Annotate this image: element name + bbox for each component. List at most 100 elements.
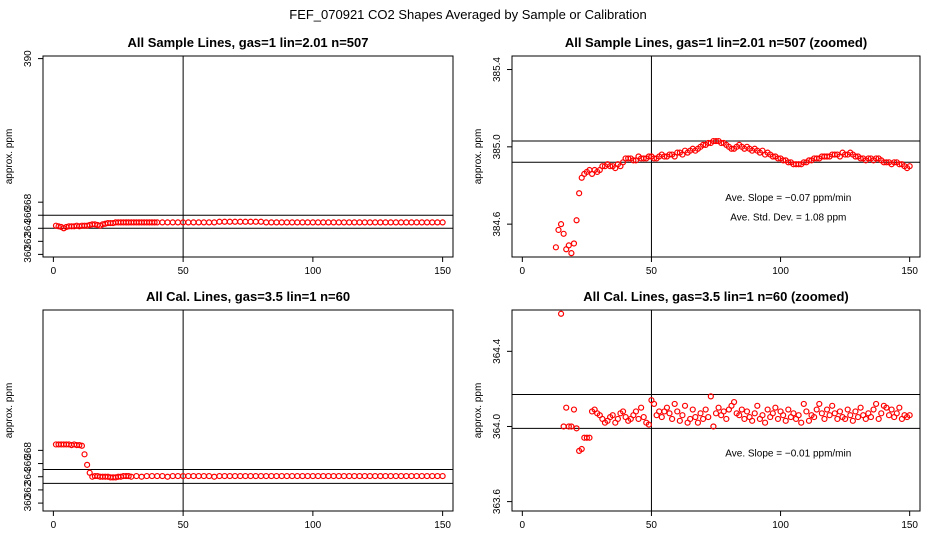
data-point xyxy=(377,472,384,480)
data-point xyxy=(805,157,813,164)
data-point xyxy=(216,218,223,225)
y-tick-label: 364 xyxy=(23,468,34,485)
data-point xyxy=(697,410,704,417)
y-tick-label: 362 xyxy=(23,481,34,498)
data-point xyxy=(650,400,658,408)
data-point xyxy=(883,159,890,166)
data-point xyxy=(418,219,425,226)
data-point xyxy=(645,153,652,160)
data-point xyxy=(687,415,694,423)
data-point xyxy=(263,472,270,480)
data-point xyxy=(143,472,150,480)
data-point xyxy=(625,155,632,162)
data-point xyxy=(816,400,823,408)
data-point xyxy=(190,219,197,226)
annotation-text: Ave. Slope = −0.07 ppm/min xyxy=(725,193,851,204)
data-point xyxy=(826,412,833,419)
data-point xyxy=(813,155,820,162)
data-point xyxy=(174,472,182,480)
data-point xyxy=(382,219,389,226)
data-point xyxy=(570,406,578,413)
data-point xyxy=(200,472,207,480)
data-point xyxy=(247,472,254,480)
data-point xyxy=(599,163,606,170)
data-point xyxy=(712,410,720,417)
data-point xyxy=(650,155,658,162)
data-point xyxy=(873,155,880,162)
plot-frame xyxy=(511,55,921,258)
data-point xyxy=(854,413,862,421)
x-tick-label: 100 xyxy=(772,266,789,277)
data-point xyxy=(346,219,353,226)
data-point xyxy=(382,472,389,480)
x-tick-label: 0 xyxy=(51,520,57,531)
data-point xyxy=(780,157,787,164)
data-point xyxy=(408,219,415,226)
data-point xyxy=(780,412,787,419)
data-point xyxy=(392,219,400,226)
data-point xyxy=(148,472,156,480)
plot-frame xyxy=(511,309,921,512)
data-point xyxy=(200,219,207,226)
data-point xyxy=(774,415,782,423)
data-point xyxy=(205,219,213,226)
data-point xyxy=(689,406,696,413)
data-point xyxy=(557,310,565,317)
y-tick-label: 360 xyxy=(23,494,34,511)
data-point xyxy=(159,219,166,226)
data-point xyxy=(707,393,714,400)
x-tick-label: 50 xyxy=(178,266,190,277)
data-point xyxy=(252,472,259,480)
data-point xyxy=(730,398,738,406)
data-point xyxy=(573,425,580,432)
x-tick-label: 150 xyxy=(901,266,918,277)
data-point xyxy=(226,218,233,225)
data-points xyxy=(52,218,446,232)
data-point xyxy=(640,413,647,421)
data-point xyxy=(273,472,280,480)
data-point xyxy=(429,219,436,226)
data-point xyxy=(906,412,913,419)
y-tick-label: 385.4 xyxy=(492,57,503,82)
data-point xyxy=(557,221,565,228)
data-point xyxy=(842,151,849,158)
data-point xyxy=(635,415,642,423)
data-point xyxy=(676,417,683,424)
data-point xyxy=(372,472,379,480)
data-point xyxy=(211,473,218,480)
x-tick-label: 100 xyxy=(305,266,322,277)
data-point xyxy=(330,472,337,480)
figure-title: FEF_070921 CO2 Shapes Averaged by Sample… xyxy=(289,7,646,22)
data-point xyxy=(873,400,880,408)
data-point xyxy=(862,415,869,423)
data-point xyxy=(78,442,86,449)
data-point xyxy=(226,472,233,480)
data-point xyxy=(372,219,379,226)
data-point xyxy=(314,472,322,480)
data-point xyxy=(169,219,176,226)
data-point xyxy=(76,441,83,449)
data-point xyxy=(885,412,893,419)
x-tick-label: 0 xyxy=(520,520,526,531)
y-tick-label: 364.4 xyxy=(492,338,503,363)
y-tick-label: 362 xyxy=(23,233,34,250)
data-point xyxy=(764,406,771,413)
data-point xyxy=(439,219,446,226)
data-point xyxy=(632,408,640,415)
data-point xyxy=(702,406,709,413)
x-tick-label: 150 xyxy=(434,520,451,531)
data-point xyxy=(340,472,348,480)
plot-frame xyxy=(42,55,454,258)
data-point xyxy=(340,219,348,226)
data-point xyxy=(718,139,725,147)
y-tick-label: 385.0 xyxy=(492,134,503,159)
data-point xyxy=(570,240,578,247)
data-point xyxy=(712,137,720,145)
data-point xyxy=(896,161,903,168)
data-point xyxy=(849,417,856,424)
data-point xyxy=(630,157,637,164)
data-point xyxy=(699,141,707,149)
data-point xyxy=(699,415,707,423)
data-point xyxy=(785,159,792,166)
